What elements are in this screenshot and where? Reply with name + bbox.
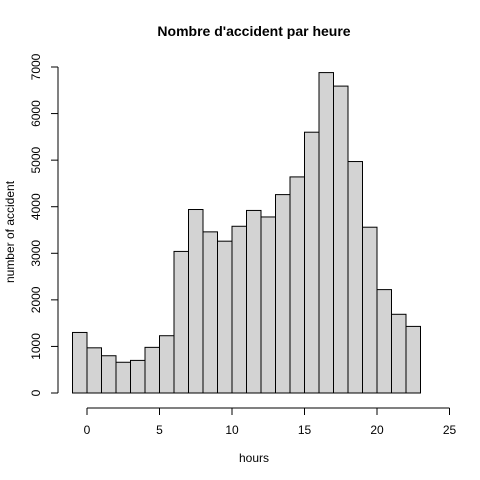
histogram-bar [304, 131, 320, 394]
x-tick-label: 15 [298, 423, 312, 437]
histogram-bar [391, 313, 407, 394]
y-tick-label: 1000 [29, 333, 43, 360]
y-tick-label: 6000 [29, 100, 43, 127]
bars-group [72, 72, 421, 394]
histogram-bar [115, 361, 131, 394]
histogram-bar [231, 225, 247, 394]
histogram-bar [188, 209, 204, 394]
histogram-bar [101, 355, 117, 394]
x-axis-label: hours [239, 451, 269, 465]
y-tick-label: 2000 [29, 286, 43, 313]
histogram-bar [362, 226, 378, 394]
histogram-bar [86, 347, 102, 394]
histogram-bar [217, 240, 233, 394]
histogram-bar [246, 209, 262, 394]
chart-title: Nombre d'accident par heure [157, 23, 350, 39]
x-tick-label: 25 [443, 423, 457, 437]
histogram-bar [275, 194, 291, 394]
histogram-bar [405, 325, 421, 394]
y-tick-label: 0 [29, 389, 43, 396]
y-axis: 0 1000 2000 3000 4000 5000 6000 7000 [29, 53, 59, 396]
x-tick-label: 10 [225, 423, 239, 437]
histogram-bar [289, 176, 305, 394]
x-tick-label: 5 [156, 423, 163, 437]
y-axis-label: number of accident [3, 180, 17, 283]
y-tick-label: 3000 [29, 240, 43, 267]
histogram-bar [173, 250, 189, 394]
histogram-bar [202, 231, 218, 394]
y-tick-label: 4000 [29, 193, 43, 220]
x-tick-label: 0 [84, 423, 91, 437]
histogram-bar [333, 85, 349, 394]
x-axis: 0 5 10 15 20 25 [84, 407, 457, 437]
histogram-bar [159, 335, 175, 394]
y-tick-label: 5000 [29, 146, 43, 173]
x-tick-label: 20 [370, 423, 384, 437]
histogram-bar [72, 331, 88, 394]
histogram-bar [144, 346, 160, 394]
histogram-bar [318, 72, 334, 394]
histogram-bar [376, 289, 392, 394]
histogram-bar [347, 161, 363, 394]
histogram-bar [130, 359, 146, 394]
y-tick-label: 7000 [29, 53, 43, 80]
histogram-bar [260, 216, 276, 394]
